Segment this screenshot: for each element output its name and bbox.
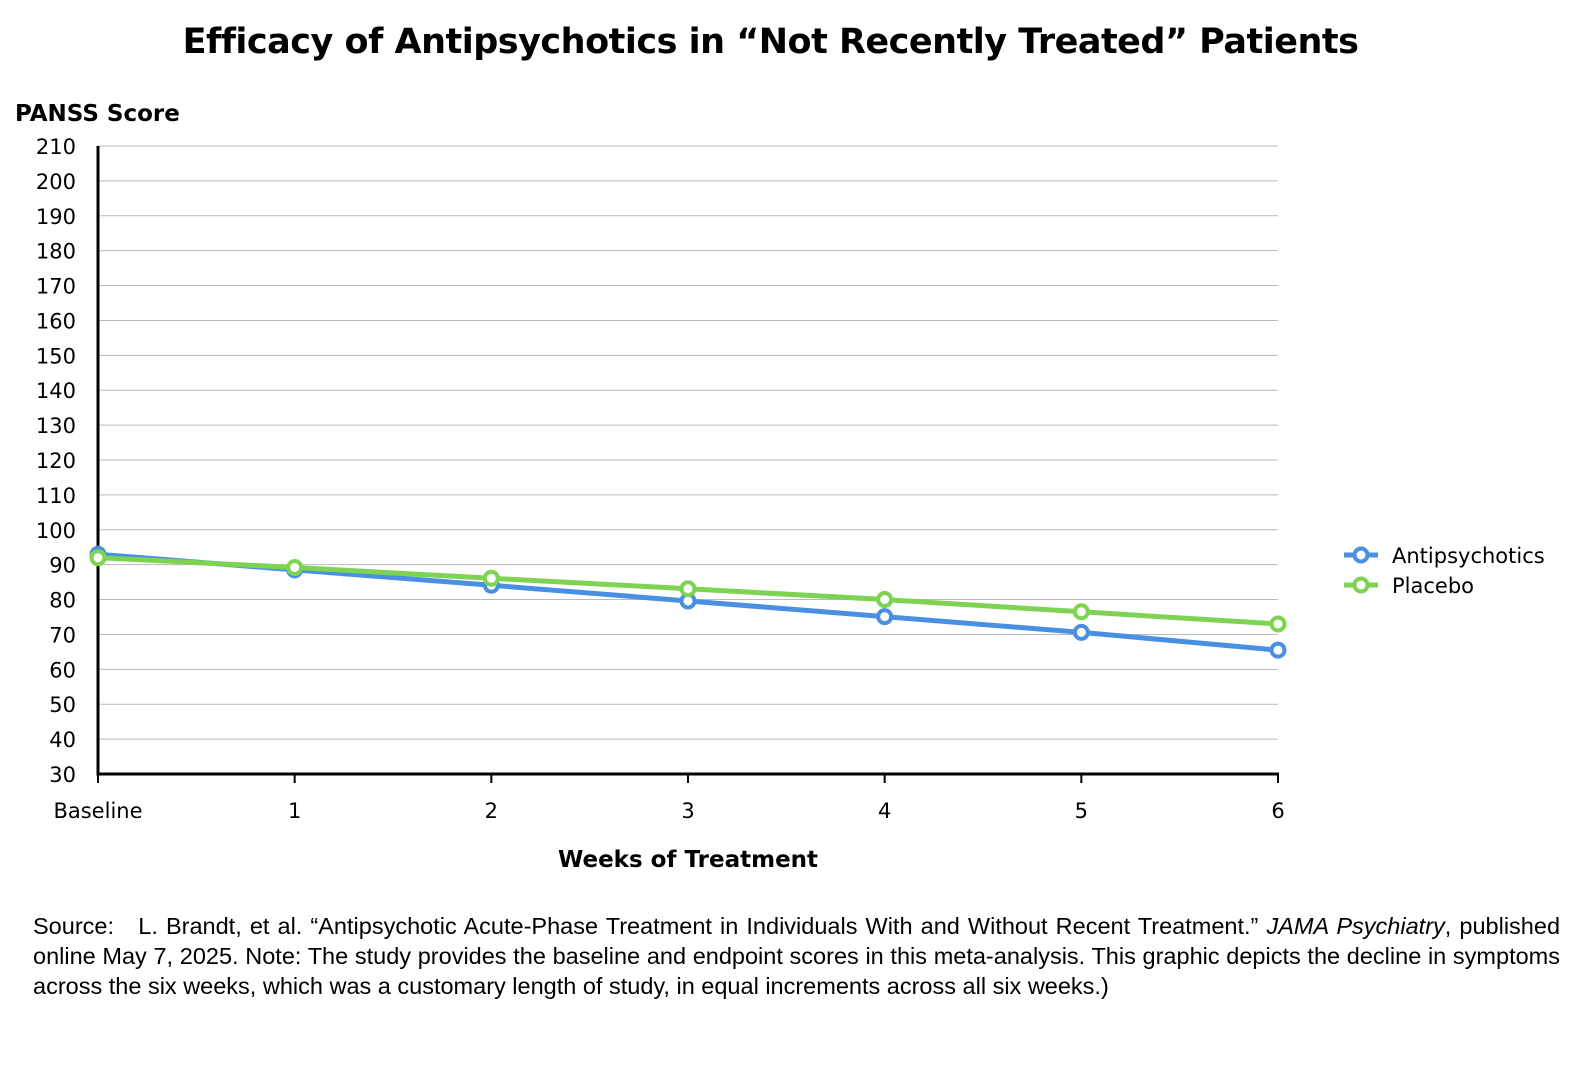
legend: Antipsychotics Placebo xyxy=(1344,544,1545,598)
source-rest: , published online May 7, 2025. Note: Th… xyxy=(33,913,1561,999)
legend-swatch-marker xyxy=(1352,576,1370,594)
data-point-antipsychotics xyxy=(1072,623,1090,641)
line-chart: 30 40 50 60 70 80 90 100 110 120 130 140 150 160 170 18… xyxy=(15,101,1545,873)
source-journal: JAMA Psychiatry xyxy=(1266,913,1445,939)
y-tick-label: 60 xyxy=(49,658,76,682)
axes xyxy=(96,146,1279,783)
y-tick-label: 190 xyxy=(36,205,76,229)
source-authors: L. Brandt, et al. “Antipsychotic Acute-P… xyxy=(138,913,1259,939)
data-point-placebo xyxy=(679,580,697,598)
y-tick-label: 160 xyxy=(36,309,76,333)
y-tick-label: 90 xyxy=(49,554,76,578)
data-point-placebo xyxy=(1072,603,1090,621)
data-point-placebo xyxy=(1269,615,1287,633)
x-tick-label: 3 xyxy=(681,799,694,823)
y-tick-label: 30 xyxy=(49,763,76,787)
source-note: Source: L. Brandt, et al. “Antipsychotic… xyxy=(33,911,1560,1001)
series-lines xyxy=(89,545,1287,659)
y-tick-label: 200 xyxy=(36,170,76,194)
x-axis-title: Weeks of Treatment xyxy=(558,847,818,873)
legend-swatch-marker xyxy=(1352,546,1370,564)
data-point-antipsychotics xyxy=(876,608,894,626)
chart-title: Efficacy of Antipsychotics in “Not Recen… xyxy=(182,22,1359,62)
data-point-placebo xyxy=(876,591,894,609)
y-tick-label: 100 xyxy=(36,519,76,543)
y-tick-label: 70 xyxy=(49,623,76,647)
x-tick-label: 6 xyxy=(1271,799,1284,823)
x-tick-label: 2 xyxy=(485,799,498,823)
data-point-antipsychotics xyxy=(1269,641,1287,659)
data-point-placebo xyxy=(286,558,304,576)
x-tick-labels: Baseline 1 2 3 4 5 6 xyxy=(53,799,1284,823)
y-tick-label: 170 xyxy=(36,275,76,299)
data-point-placebo xyxy=(89,549,107,567)
y-tick-label: 130 xyxy=(36,414,76,438)
y-tick-label: 80 xyxy=(49,589,76,613)
x-tick-label: 4 xyxy=(878,799,891,823)
legend-item-placebo: Placebo xyxy=(1344,574,1474,598)
y-tick-label: 120 xyxy=(36,449,76,473)
legend-label: Antipsychotics xyxy=(1392,544,1545,568)
y-tick-label: 140 xyxy=(36,379,76,403)
legend-label: Placebo xyxy=(1392,574,1474,598)
y-tick-label: 210 xyxy=(36,135,76,159)
legend-item-antipsychotics: Antipsychotics xyxy=(1344,544,1545,568)
grid-lines xyxy=(98,145,1278,740)
y-tick-label: 40 xyxy=(49,728,76,752)
data-point-placebo xyxy=(482,569,500,587)
y-tick-label: 180 xyxy=(36,240,76,264)
y-tick-label: 150 xyxy=(36,344,76,368)
y-tick-label: 110 xyxy=(36,484,76,508)
y-tick-label: 50 xyxy=(49,693,76,717)
y-axis-title: PANSS Score xyxy=(15,101,180,127)
x-tick-label: 5 xyxy=(1075,799,1088,823)
source-label: Source: xyxy=(33,913,114,939)
x-tick-label: Baseline xyxy=(53,799,142,823)
x-tick-label: 1 xyxy=(288,799,301,823)
y-tick-labels: 30 40 50 60 70 80 90 100 110 120 130 140 150 160 170 18… xyxy=(36,135,76,787)
